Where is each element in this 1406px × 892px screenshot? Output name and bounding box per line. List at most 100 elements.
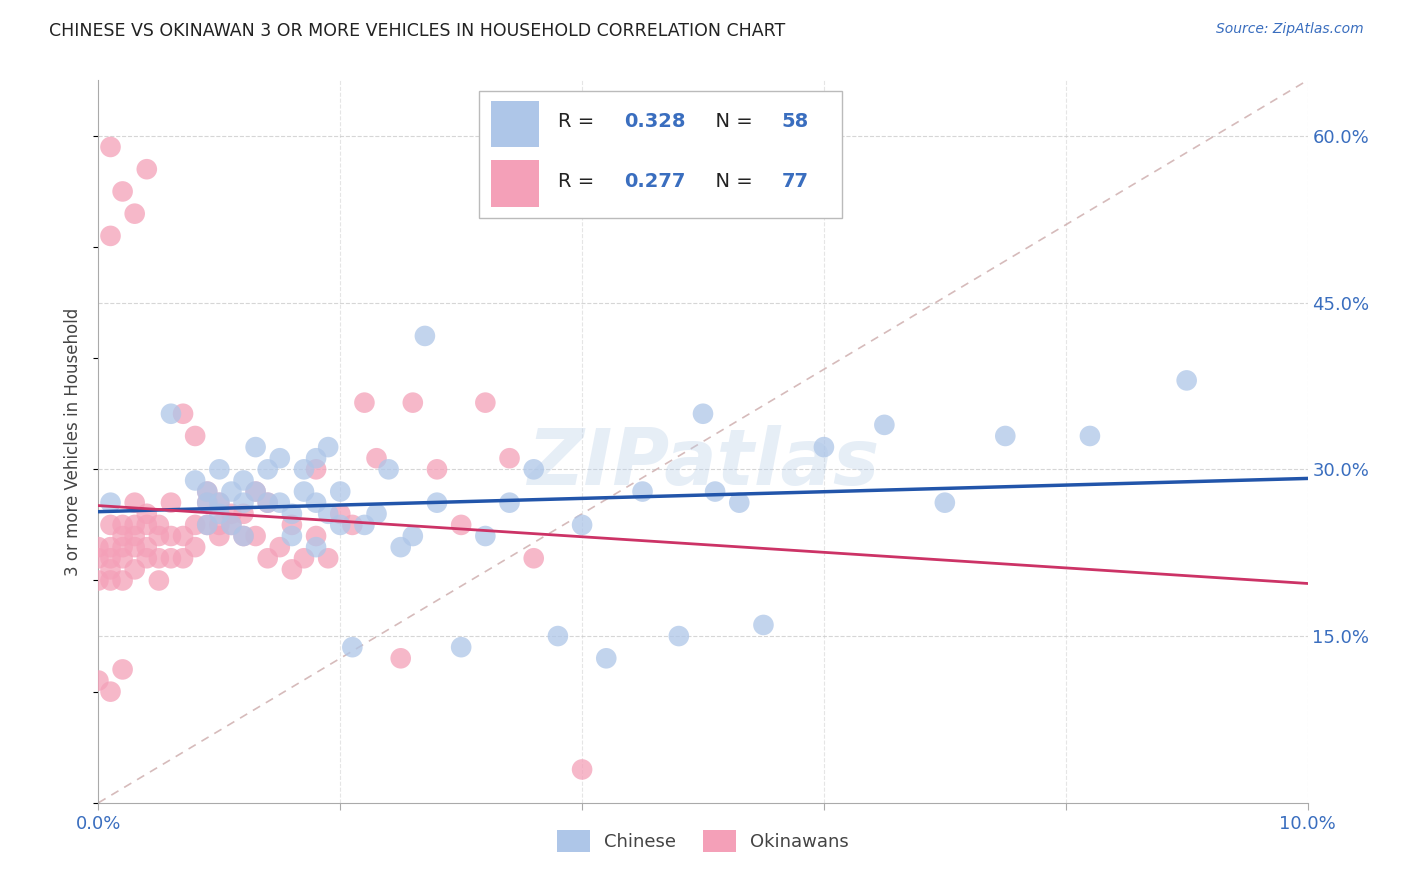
Text: N =: N = — [703, 172, 759, 191]
Point — [292, 462, 315, 476]
Point — [111, 517, 134, 532]
Text: 77: 77 — [782, 172, 808, 191]
Point — [281, 517, 304, 532]
Point — [87, 673, 110, 688]
Point — [426, 496, 449, 510]
Point — [124, 529, 146, 543]
Point — [353, 517, 375, 532]
Point — [195, 496, 218, 510]
Point — [329, 484, 352, 499]
Point — [148, 529, 170, 543]
Point — [498, 451, 520, 466]
Point — [87, 540, 110, 554]
Point — [148, 551, 170, 566]
Point — [256, 462, 278, 476]
Point — [172, 551, 194, 566]
Point — [111, 662, 134, 676]
Point — [111, 574, 134, 588]
Point — [752, 618, 775, 632]
Point — [160, 496, 183, 510]
Point — [281, 507, 304, 521]
Point — [124, 207, 146, 221]
Point — [208, 507, 231, 521]
Point — [353, 395, 375, 409]
Point — [124, 562, 146, 576]
Point — [221, 517, 243, 532]
Point — [208, 529, 231, 543]
Point — [195, 517, 218, 532]
Y-axis label: 3 or more Vehicles in Household: 3 or more Vehicles in Household — [65, 308, 83, 575]
FancyBboxPatch shape — [479, 91, 842, 218]
Point — [873, 417, 896, 432]
Point — [342, 640, 364, 655]
Point — [111, 529, 134, 543]
Point — [160, 551, 183, 566]
Point — [305, 540, 328, 554]
Point — [450, 640, 472, 655]
Point — [232, 529, 254, 543]
Text: R =: R = — [558, 172, 600, 191]
Point — [100, 228, 122, 243]
Point — [281, 529, 304, 543]
Point — [426, 462, 449, 476]
Point — [111, 185, 134, 199]
Point — [232, 474, 254, 488]
Point — [148, 517, 170, 532]
Point — [245, 440, 267, 454]
Point — [208, 462, 231, 476]
Point — [195, 484, 218, 499]
Point — [269, 540, 291, 554]
Text: N =: N = — [703, 112, 759, 131]
Point — [221, 484, 243, 499]
Point — [450, 517, 472, 532]
Point — [342, 517, 364, 532]
Point — [195, 496, 218, 510]
Point — [100, 517, 122, 532]
Point — [366, 507, 388, 521]
Point — [571, 517, 593, 532]
Point — [269, 451, 291, 466]
Point — [994, 429, 1017, 443]
Point — [292, 551, 315, 566]
Point — [124, 517, 146, 532]
Text: 0.277: 0.277 — [624, 172, 686, 191]
Point — [256, 496, 278, 510]
Point — [232, 496, 254, 510]
Point — [329, 517, 352, 532]
Point — [124, 496, 146, 510]
Point — [389, 651, 412, 665]
Text: CHINESE VS OKINAWAN 3 OR MORE VEHICLES IN HOUSEHOLD CORRELATION CHART: CHINESE VS OKINAWAN 3 OR MORE VEHICLES I… — [49, 22, 786, 40]
Point — [813, 440, 835, 454]
Point — [1175, 373, 1198, 387]
Point — [221, 507, 243, 521]
Point — [100, 574, 122, 588]
Point — [366, 451, 388, 466]
Point — [232, 507, 254, 521]
Text: 0.328: 0.328 — [624, 112, 686, 131]
Point — [631, 484, 654, 499]
Point — [172, 407, 194, 421]
Text: 58: 58 — [782, 112, 808, 131]
Point — [100, 496, 122, 510]
Point — [245, 484, 267, 499]
Point — [292, 484, 315, 499]
Point — [100, 551, 122, 566]
Point — [413, 329, 436, 343]
Point — [184, 517, 207, 532]
Point — [184, 429, 207, 443]
Point — [100, 684, 122, 698]
Point — [208, 517, 231, 532]
Point — [377, 462, 399, 476]
Point — [704, 484, 727, 499]
Point — [160, 407, 183, 421]
Point — [135, 540, 157, 554]
Text: Source: ZipAtlas.com: Source: ZipAtlas.com — [1216, 22, 1364, 37]
Point — [245, 484, 267, 499]
Point — [269, 496, 291, 510]
Point — [316, 507, 339, 521]
Point — [402, 395, 425, 409]
Point — [281, 562, 304, 576]
Text: R =: R = — [558, 112, 600, 131]
Point — [595, 651, 617, 665]
Point — [111, 551, 134, 566]
